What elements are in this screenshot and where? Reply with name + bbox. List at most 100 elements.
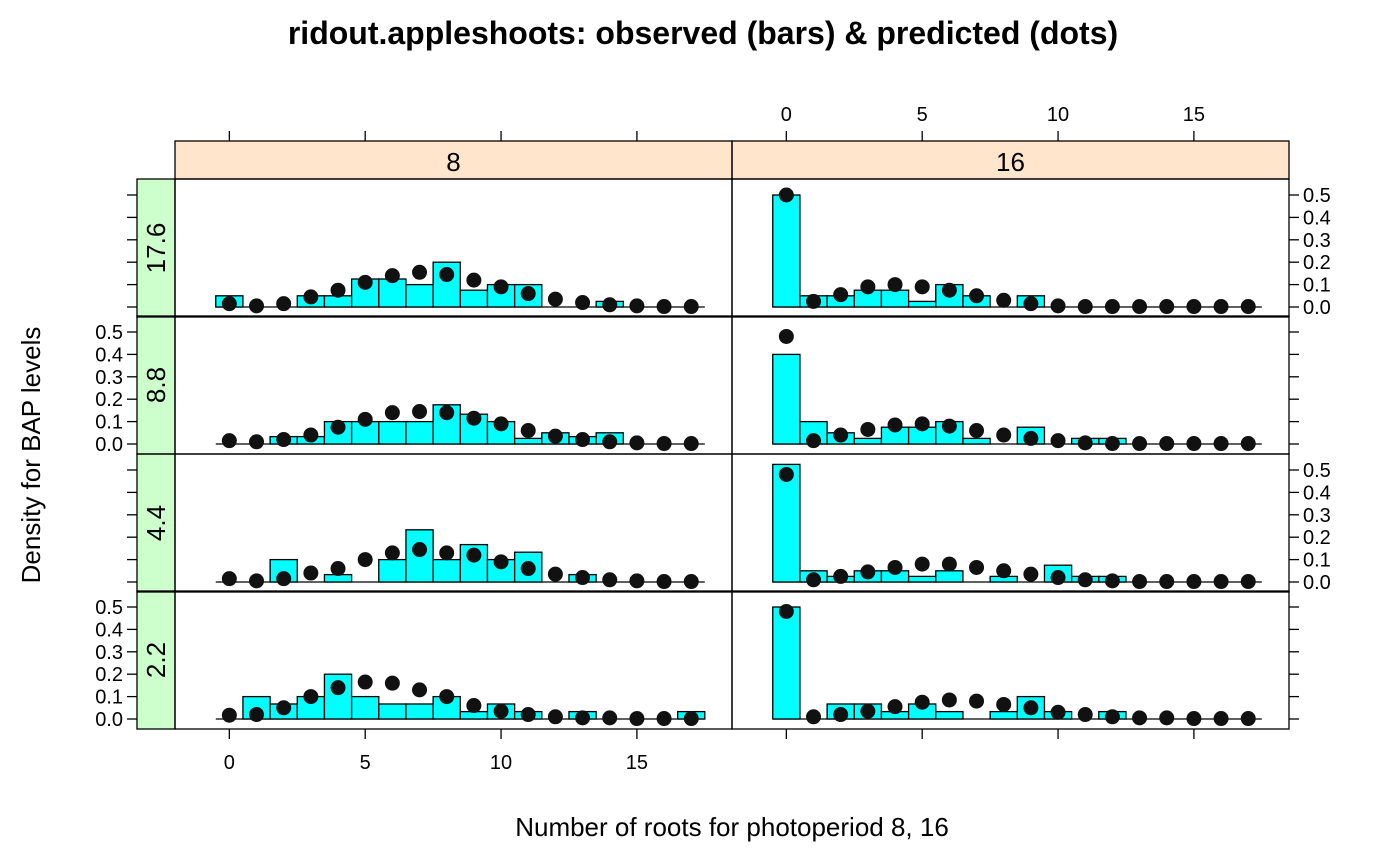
predicted-dot (969, 288, 985, 304)
predicted-dot (330, 561, 346, 577)
predicted-dot (656, 299, 672, 315)
y-axis-label: Density for BAP levels (16, 327, 46, 584)
predicted-dot (1159, 436, 1175, 452)
y-tick-label: 0.3 (95, 642, 123, 664)
predicted-dot (887, 559, 903, 575)
layer-fills (137, 141, 1289, 729)
predicted-dot (439, 267, 455, 283)
predicted-dot (602, 710, 618, 726)
y-tick-label: 0.3 (1303, 230, 1331, 252)
predicted-dot (1240, 299, 1256, 315)
strip-left-label-8.8: 8.8 (141, 367, 171, 403)
observed-bar (378, 278, 407, 308)
predicted-dot (1186, 711, 1202, 727)
strip-top-label-8: 8 (446, 147, 460, 177)
predicted-dot (941, 418, 957, 434)
predicted-dot (683, 436, 699, 452)
predicted-dot (412, 542, 428, 558)
observed-bar (772, 194, 801, 308)
x-tick-label: 10 (490, 752, 512, 774)
predicted-dot (303, 289, 319, 305)
predicted-dot (1132, 710, 1148, 726)
predicted-dot (303, 565, 319, 581)
predicted-dot (941, 282, 957, 298)
predicted-dot (1240, 574, 1256, 590)
x-tick-label: 15 (1183, 104, 1205, 126)
strip-left-label-4.4: 4.4 (141, 505, 171, 541)
predicted-dot (357, 674, 373, 690)
x-tick-label: 10 (1047, 104, 1069, 126)
predicted-dot (860, 703, 876, 719)
observed-bar (907, 300, 937, 308)
y-tick-label: 0.0 (1303, 297, 1331, 319)
observed-bar (935, 710, 964, 720)
predicted-dot (357, 274, 373, 290)
chart-title: ridout.appleshoots: observed (bars) & pr… (288, 15, 1118, 51)
predicted-dot (806, 293, 822, 309)
y-tick-label: 0.4 (1303, 207, 1331, 229)
predicted-dot (778, 603, 794, 619)
predicted-dot (493, 703, 509, 719)
strip-left-2.2 (137, 591, 175, 729)
predicted-dot (520, 707, 536, 723)
layer-axes: 0 5 10 150 5 10 150.00.10.20.30.40.50.00.10.20… (95, 104, 1331, 774)
predicted-dot (1213, 299, 1229, 315)
predicted-dot (969, 559, 985, 575)
strip-left-4.4 (137, 454, 175, 592)
layer-dots (221, 187, 1256, 727)
predicted-dot (384, 545, 400, 561)
predicted-dot (1132, 574, 1148, 590)
predicted-dot (575, 295, 591, 311)
predicted-dot (833, 427, 849, 443)
observed-bar (405, 283, 434, 308)
predicted-dot (656, 436, 672, 452)
y-tick-label: 0.1 (1303, 275, 1331, 297)
y-tick-label: 0.2 (95, 664, 123, 686)
predicted-dot (575, 570, 591, 586)
predicted-dot (629, 711, 645, 727)
predicted-dot (303, 689, 319, 705)
strip-top-16 (732, 141, 1289, 179)
predicted-dot (778, 187, 794, 203)
observed-bar (378, 703, 407, 720)
predicted-dot (1186, 436, 1202, 452)
predicted-dot (330, 282, 346, 298)
predicted-dot (996, 563, 1012, 579)
y-tick-label: 0.5 (1303, 185, 1331, 207)
observed-bar (772, 353, 801, 445)
y-tick-label: 0.5 (95, 597, 123, 619)
predicted-dot (969, 423, 985, 439)
predicted-dot (493, 554, 509, 570)
x-tick-label: 0 (224, 752, 235, 774)
predicted-dot (520, 561, 536, 577)
predicted-dot (1159, 710, 1175, 726)
y-tick-label: 0.3 (1303, 505, 1331, 527)
predicted-dot (860, 564, 876, 580)
observed-bar (405, 420, 434, 445)
strip-top-8 (175, 141, 732, 179)
predicted-dot (384, 675, 400, 691)
x-tick-label: 0 (781, 104, 792, 126)
strip-left-8.8 (137, 316, 175, 454)
predicted-dot (914, 556, 930, 572)
observed-bar (405, 703, 434, 720)
y-tick-label: 0.4 (1303, 482, 1331, 504)
predicted-dot (249, 573, 265, 589)
predicted-dot (656, 574, 672, 590)
predicted-dot (629, 435, 645, 451)
predicted-dot (357, 552, 373, 568)
predicted-dot (249, 707, 265, 723)
predicted-dot (439, 405, 455, 421)
observed-bar (459, 289, 489, 308)
predicted-dot (833, 287, 849, 303)
predicted-dot (330, 419, 346, 435)
layer-frames: 8 16 2.2 4.4 8.8 17.6 (136, 140, 1290, 730)
predicted-dot (384, 405, 400, 421)
layer-bars (215, 194, 1262, 720)
predicted-dot (221, 296, 237, 312)
predicted-dot (1213, 436, 1229, 452)
predicted-dot (806, 433, 822, 449)
predicted-dot (941, 556, 957, 572)
y-tick-label: 0.2 (1303, 527, 1331, 549)
